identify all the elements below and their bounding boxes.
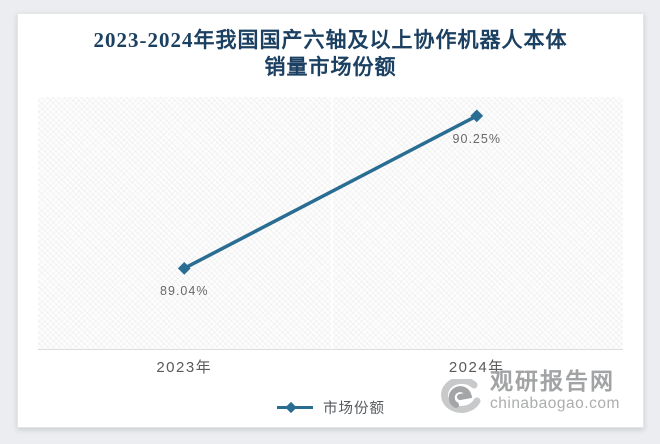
line-series-svg: [177, 109, 484, 275]
chart-card: 2023-2024年我国国产六轴及以上协作机器人本体 销量市场份额 89.04%…: [17, 13, 644, 428]
category-separator-gridline: [330, 97, 333, 349]
data-point-label: 89.04%: [160, 284, 209, 299]
plot-area: 89.04% 90.25%: [38, 97, 623, 350]
data-point-marker: [470, 109, 484, 123]
x-axis-label: 2023年: [156, 359, 213, 376]
market-share-line: [182, 114, 479, 271]
data-point-marker: [177, 261, 191, 275]
legend: 市场份额: [18, 397, 643, 418]
legend-label: 市场份额: [323, 401, 385, 417]
chart-title-line1: 2023-2024年我国国产六轴及以上协作机器人本体: [93, 28, 568, 52]
data-point-label: 90.25%: [452, 131, 501, 146]
x-axis: 2023年 2024年: [38, 356, 623, 378]
legend-line-marker-icon: [277, 402, 313, 413]
x-axis-label: 2024年: [448, 359, 505, 376]
chart-title: 2023-2024年我国国产六轴及以上协作机器人本体 销量市场份额: [18, 27, 643, 81]
chart-title-line2: 销量市场份额: [264, 55, 397, 79]
